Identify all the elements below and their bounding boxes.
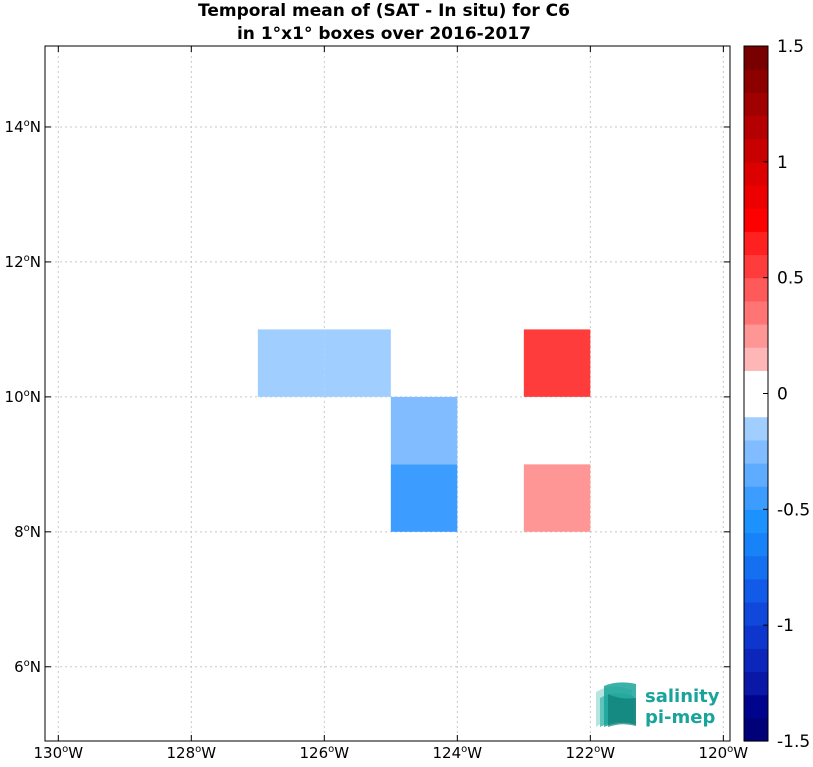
data-cells — [257, 329, 591, 532]
gridlines — [45, 46, 730, 741]
colorbar-segment — [744, 324, 768, 348]
x-tick-label: 130oW — [33, 744, 83, 762]
colorbar-segment — [744, 254, 768, 279]
colorbar-tick-label: 0 — [777, 385, 788, 405]
logo-line1: salinity — [645, 686, 720, 707]
x-tick-label: 124oW — [433, 744, 483, 762]
y-tick-label: 6oN — [14, 658, 41, 676]
colorbar-segment — [744, 138, 768, 163]
colorbar-segment — [744, 161, 768, 186]
colorbar-segment — [744, 602, 768, 626]
colorbar-segment — [744, 277, 768, 302]
x-tick-label: 128oW — [167, 744, 217, 762]
colorbar-tick-label: 1.5 — [777, 37, 804, 57]
colorbar-segment — [744, 532, 768, 557]
colorbar-segment — [744, 92, 768, 117]
colorbar-segment — [744, 347, 768, 371]
colorbar-segment — [744, 439, 768, 464]
data-cell — [523, 464, 591, 532]
colorbar-segment — [744, 578, 768, 603]
salinity-pi-mep-logo: salinity pi-mep — [596, 682, 720, 728]
colorbar-segment — [744, 370, 768, 395]
y-tick-label: 14oN — [5, 118, 41, 136]
colorbar-segment — [744, 300, 768, 325]
chart-title-line1: Temporal mean of (SAT - In situ) for C6 — [198, 1, 570, 21]
data-cell — [257, 329, 325, 397]
y-tick-label: 10oN — [5, 388, 41, 406]
y-tick-label: 12oN — [5, 253, 41, 271]
colorbar-segment — [744, 185, 768, 209]
colorbar-segment — [744, 671, 768, 696]
colorbar-tick-label: 0.5 — [777, 269, 804, 289]
colorbar-tick-label: 1 — [777, 153, 788, 173]
colorbar-segment — [744, 231, 768, 256]
chart-title-line2: in 1°x1° boxes over 2016-2017 — [237, 24, 531, 44]
colorbar-segment — [744, 463, 768, 487]
plot-frame — [44, 45, 731, 742]
data-cell — [390, 464, 458, 532]
axis-ticks: 130oW 128oW 126oW 124oW 122oW 120oW 6oN 8oN 10oN… — [5, 46, 749, 762]
colorbar: -1.5 -1 -0.5 0 0.5 1 1.5 — [743, 37, 810, 752]
colorbar-segment — [744, 69, 768, 93]
data-cell — [324, 329, 391, 397]
y-tick-label: 8oN — [14, 523, 41, 541]
x-tick-label: 122oW — [566, 744, 616, 762]
colorbar-segment — [744, 416, 768, 441]
colorbar-segment — [744, 694, 768, 719]
colorbar-segment — [744, 486, 768, 510]
colorbar-segment — [744, 208, 768, 232]
colorbar-segment — [744, 717, 768, 742]
x-tick-label: 120oW — [699, 744, 749, 762]
colorbar-segment — [744, 393, 768, 418]
colorbar-tick-label: -1.5 — [777, 732, 810, 752]
colorbar-segment — [744, 115, 768, 140]
logo-line2: pi-mep — [645, 707, 715, 728]
colorbar-segment — [744, 46, 768, 70]
colorbar-tick-label: -1 — [777, 616, 794, 636]
colorbar-segment — [744, 509, 768, 534]
data-cell — [523, 329, 591, 397]
colorbar-segment — [744, 555, 768, 580]
colorbar-segment — [744, 625, 768, 649]
colorbar-segment — [744, 648, 768, 673]
wave-logo-icon — [596, 682, 636, 727]
data-cell — [390, 396, 458, 465]
colorbar-tick-label: -0.5 — [777, 500, 810, 520]
x-tick-label: 126oW — [300, 744, 350, 762]
